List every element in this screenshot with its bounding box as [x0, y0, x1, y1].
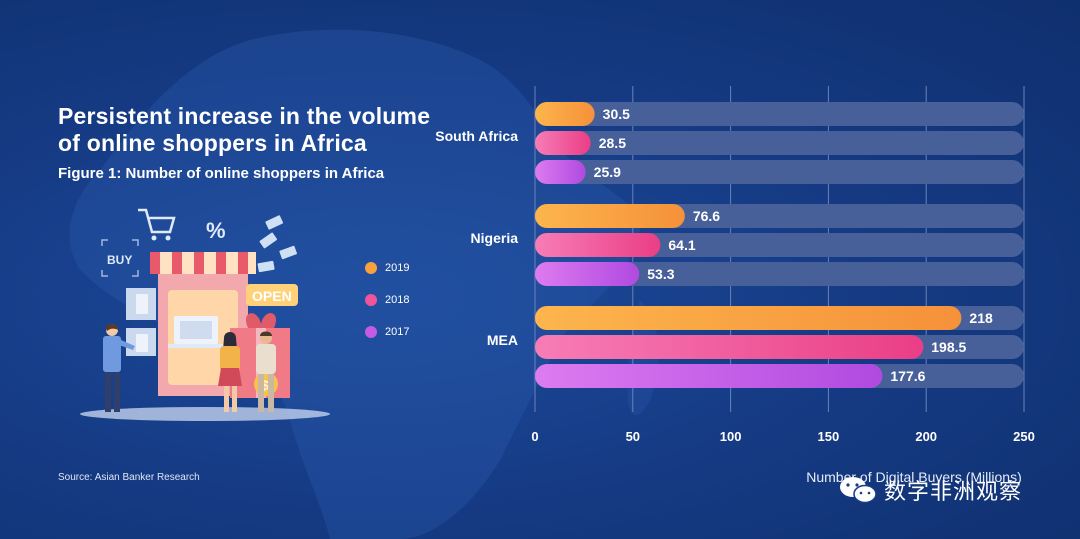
x-tick-label: 0 — [531, 429, 538, 444]
money-icon — [279, 245, 297, 260]
legend-swatch — [365, 294, 377, 306]
bar-south-africa-2017 — [535, 160, 586, 184]
category-label: South Africa — [435, 128, 518, 144]
watermark-text: 数字非洲观察 — [884, 479, 1023, 504]
money-icon — [259, 232, 278, 249]
bar-track — [535, 160, 1024, 184]
legend-label: 2019 — [385, 262, 410, 274]
source-note: Source: Asian Banker Research — [58, 472, 200, 483]
data-label: 198.5 — [931, 339, 966, 355]
bar-track — [535, 102, 1024, 126]
bar-nigeria-2018 — [535, 233, 661, 257]
money-icon — [257, 260, 275, 273]
watermark: 数字非洲观察 — [838, 474, 1022, 506]
legend-swatch — [365, 326, 377, 338]
data-label: 76.6 — [693, 208, 720, 224]
x-tick-label: 200 — [915, 429, 937, 444]
category-label: Nigeria — [471, 230, 519, 246]
legend-item-2018: 2018 — [365, 294, 409, 306]
data-label: 25.9 — [594, 164, 621, 180]
data-label: 53.3 — [647, 266, 674, 282]
bar-mea-2019 — [535, 306, 962, 330]
ground-shadow — [80, 407, 330, 421]
x-tick-label: 50 — [626, 429, 640, 444]
x-tick-label: 150 — [818, 429, 840, 444]
x-tick-label: 250 — [1013, 429, 1035, 444]
bar-mea-2018 — [535, 335, 924, 359]
bar-track — [535, 131, 1024, 155]
svg-text:$: $ — [261, 377, 269, 393]
legend-label: 2018 — [385, 294, 410, 306]
data-label: 28.5 — [599, 135, 626, 151]
bar-nigeria-2017 — [535, 262, 640, 286]
data-label: 64.1 — [668, 237, 695, 253]
person-figure — [218, 332, 242, 412]
data-label: 30.5 — [603, 106, 630, 122]
legend-label: 2017 — [385, 326, 410, 338]
data-label: 177.6 — [890, 368, 925, 384]
legend-item-2019: 2019 — [365, 262, 409, 274]
bar-nigeria-2019 — [535, 204, 685, 228]
shopping-cart-icon — [138, 208, 176, 241]
legend-swatch — [365, 262, 377, 274]
shopping-illustration: % BUY OPEN $ — [80, 208, 330, 421]
person-figure — [256, 331, 276, 412]
legend-item-2017: 2017 — [365, 326, 409, 338]
percent-icon: % — [206, 218, 226, 243]
bar-south-africa-2018 — [535, 131, 591, 155]
wechat-icon — [840, 477, 877, 504]
open-sign: OPEN — [252, 288, 292, 304]
buy-label: BUY — [107, 253, 132, 267]
page-title: Persistent increase in the volume of onl… — [58, 103, 431, 156]
bar-track — [535, 262, 1024, 286]
category-label: MEA — [487, 332, 518, 348]
person-figure — [103, 324, 135, 412]
x-tick-label: 100 — [720, 429, 742, 444]
money-icon — [265, 215, 284, 230]
bar-mea-2017 — [535, 364, 883, 388]
figure-subtitle: Figure 1: Number of online shoppers in A… — [58, 165, 385, 182]
bar-south-africa-2019 — [535, 102, 595, 126]
data-label: 218 — [969, 310, 993, 326]
